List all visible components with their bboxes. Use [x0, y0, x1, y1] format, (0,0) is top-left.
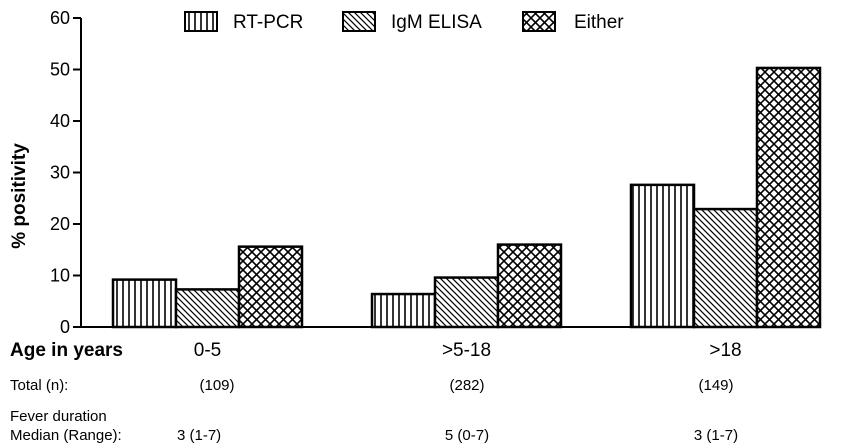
category-label: >18: [709, 340, 741, 361]
legend-label-rt-pcr: RT-PCR: [233, 12, 303, 33]
legend-label-either: Either: [574, 12, 624, 33]
fever-median-value-0-5: 3 (1-7): [177, 427, 221, 444]
y-tick-label: 20: [50, 214, 70, 234]
category-label: >5-18: [442, 340, 491, 361]
total-n-value-5-18: (282): [449, 377, 484, 394]
bar-igm-elisa-0: [174, 288, 241, 329]
fever-median-value-5-18: 5 (0-7): [445, 427, 489, 444]
y-tick-label: 60: [50, 8, 70, 28]
bars: [111, 66, 822, 329]
median-range-label: Median (Range):: [10, 427, 122, 444]
legend-swatch-either: [522, 11, 556, 32]
legend-label-igm-elisa: IgM ELISA: [391, 12, 482, 33]
y-tick-label: 30: [50, 163, 70, 183]
bar-either-1: [496, 243, 563, 329]
total-n-value-18: (149): [698, 377, 733, 394]
y-axis-title: % positivity: [9, 143, 30, 249]
category-labels: 0-5 >5-18 >18: [194, 340, 742, 361]
y-ticks: 0 10 20 30 40 50 60: [50, 8, 81, 337]
legend-swatch-igm-elisa: [342, 11, 376, 32]
bar-igm-elisa-2: [692, 207, 759, 329]
y-tick-label: 10: [50, 266, 70, 286]
bar-rt-pcr-0: [111, 278, 178, 329]
total-n-value-0-5: (109): [199, 377, 234, 394]
bar-either-0: [237, 245, 304, 329]
bar-rt-pcr-2: [629, 183, 696, 329]
x-axis-title: Age in years: [10, 340, 123, 361]
bar-igm-elisa-1: [433, 276, 500, 329]
legend-swatch-rt-pcr: [184, 11, 218, 32]
y-tick-label: 40: [50, 111, 70, 131]
fever-duration-label: Fever duration: [10, 408, 107, 425]
summary-table: Total (n): (109) (282) (149) Fever durat…: [10, 377, 738, 444]
y-tick-label: 0: [60, 317, 70, 337]
fever-median-value-18: 3 (1-7): [694, 427, 738, 444]
bar-rt-pcr-1: [370, 292, 437, 329]
total-n-label: Total (n):: [10, 377, 68, 394]
y-tick-label: 50: [50, 60, 70, 80]
category-label: 0-5: [194, 340, 221, 361]
legend: RT-PCR IgM ELISA Either: [184, 11, 624, 33]
bar-either-2: [755, 66, 822, 329]
